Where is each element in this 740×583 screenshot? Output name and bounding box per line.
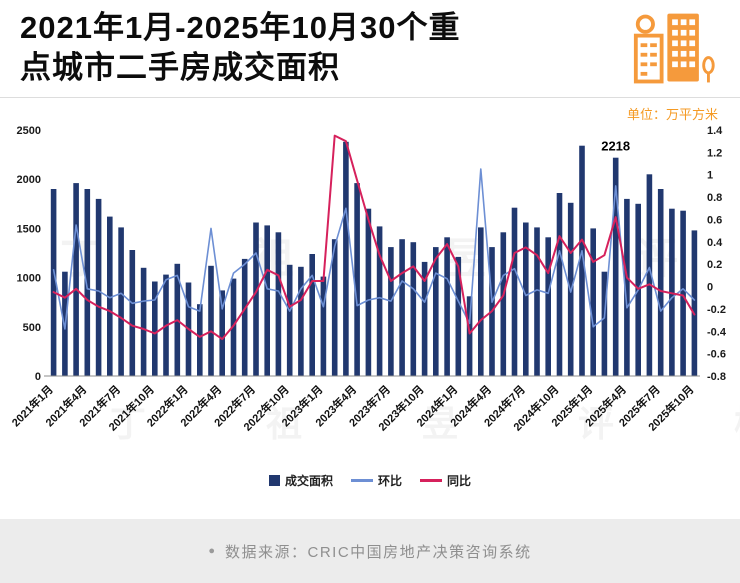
legend-item-yoy: 同比 xyxy=(420,472,471,489)
combo-chart: 0 500 1000 1500 2000 2500 1.4 1.2 1 0.8 0.6 0.4 0.2 0… xyxy=(9,125,727,434)
bullet-icon: ● xyxy=(208,545,215,557)
svg-text:1.4: 1.4 xyxy=(707,125,723,137)
svg-text:2500: 2500 xyxy=(17,125,41,137)
buildings-icon xyxy=(633,13,715,84)
bar-swatch-icon xyxy=(268,475,280,486)
footer: ● 数据来源：CRIC中国房地产决策咨询系统 xyxy=(0,519,740,583)
header-divider xyxy=(0,97,740,98)
svg-text:0: 0 xyxy=(707,282,713,294)
svg-text:1.2: 1.2 xyxy=(707,147,722,159)
svg-text:0.6: 0.6 xyxy=(707,214,722,226)
page-title: 2021年1月-2025年10月30个重 点城市二手房成交面积 xyxy=(20,10,461,85)
svg-text:500: 500 xyxy=(23,322,41,334)
legend-item-area: 成交面积 xyxy=(268,472,333,489)
svg-text:0: 0 xyxy=(35,371,41,383)
header: 2021年1月-2025年10月30个重 点城市二手房成交面积 xyxy=(0,0,740,97)
svg-text:-0.2: -0.2 xyxy=(707,304,726,316)
legend-item-mom: 环比 xyxy=(350,472,402,489)
data-source-text: 数据来源：CRIC中国房地产决策咨询系统 xyxy=(224,543,532,561)
svg-text:0.2: 0.2 xyxy=(707,259,722,271)
svg-text:0.8: 0.8 xyxy=(707,192,722,204)
yoy-line-swatch-icon xyxy=(420,479,442,482)
legend-label-mom: 环比 xyxy=(377,474,402,488)
svg-text:-0.4: -0.4 xyxy=(707,326,727,338)
svg-text:2218: 2218 xyxy=(601,139,630,154)
svg-text:1500: 1500 xyxy=(17,223,41,235)
svg-text:2000: 2000 xyxy=(17,174,41,186)
svg-text:0.4: 0.4 xyxy=(707,237,723,249)
mom-line-swatch-icon xyxy=(350,479,373,482)
svg-text:-0.8: -0.8 xyxy=(707,371,726,383)
svg-text:1000: 1000 xyxy=(17,273,41,285)
unit-label: 单位：万平方米 xyxy=(626,107,718,122)
svg-text:-0.6: -0.6 xyxy=(707,349,726,361)
chart-legend: 成交面积 环比 同比 xyxy=(0,472,740,489)
svg-text:1: 1 xyxy=(707,170,713,182)
legend-label-yoy: 同比 xyxy=(447,474,472,488)
legend-label-area: 成交面积 xyxy=(284,474,333,488)
